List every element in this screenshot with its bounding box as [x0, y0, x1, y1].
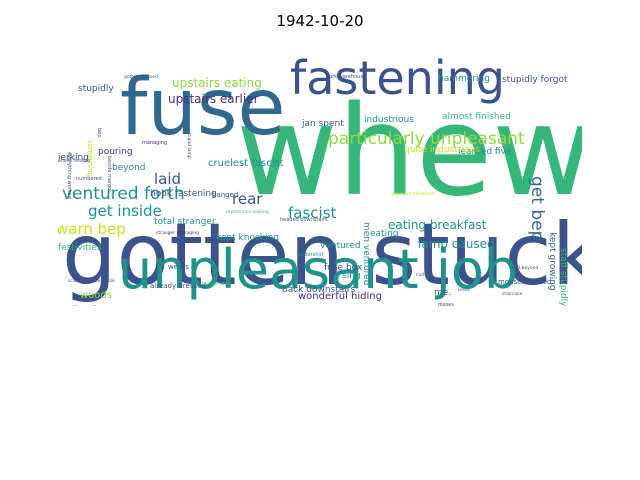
word-ventured-forth: ventured forth: [62, 184, 185, 204]
word-staff-stupidly: staff stupidly: [558, 248, 568, 306]
word-pleasant-breakfast: pleasant breakfast: [392, 191, 434, 197]
word-unpleasant-job: unpleasant job: [118, 238, 518, 301]
word-sleep-headed: sleep headed: [60, 158, 90, 164]
word-warn-bep: warn bep: [58, 220, 126, 238]
word-total-stranger: total stranger: [154, 217, 216, 227]
word-stupid-lamp: stupid lamp: [186, 132, 192, 159]
word-kept-growing: kept growing: [547, 232, 557, 291]
word-rear: rear: [232, 190, 263, 208]
word-industrious: industrious: [364, 115, 414, 125]
word-beyond: beyond: [112, 163, 146, 173]
word-sing: sing: [342, 271, 361, 281]
word-five-fire: five fire: [72, 305, 107, 306]
word-ventured: ventured: [320, 241, 361, 251]
word-everything-worked: everything worked: [66, 152, 72, 199]
word-bep: bep: [96, 128, 102, 137]
word-laid: laid: [154, 170, 181, 188]
word-upstairs-earlier: upstairs earlier: [168, 92, 259, 106]
word-beside-margot: beside margot: [106, 156, 112, 192]
word-hook-fastening: hook fastening: [150, 189, 217, 199]
word-get-bep: get bep: [527, 176, 547, 241]
word-particularly-unpleasant: particularly unpleasant: [328, 129, 525, 149]
word-eating: eating: [370, 229, 399, 239]
word-almost-finished: almost finished: [442, 112, 511, 122]
chart-title: 1942-10-20: [276, 12, 364, 30]
word-eating-breakfast: eating breakfast: [388, 218, 487, 232]
word-upstairs-eating: upstairs eating: [172, 76, 262, 90]
word-jerking: jerking: [58, 153, 89, 163]
word-gieses-could: gieses could: [581, 224, 582, 280]
word-pouring: pouring: [98, 147, 133, 157]
word-me-: me.: [434, 288, 451, 298]
word-gotten-dressed: gotten dressed: [124, 74, 158, 80]
word-scarcely-presentable: scarcely presentable: [68, 278, 115, 284]
word-fuse-box: fuse box: [324, 263, 363, 273]
word-curled: curled: [416, 272, 430, 278]
word-wears: wears: [168, 263, 189, 271]
word-something: something: [86, 140, 94, 177]
word-fuse: fuse: [120, 63, 286, 153]
word-stupidly-forgot: stupidly forgot: [502, 75, 568, 85]
word-whew: whew: [236, 80, 582, 224]
word-fastening: fastening: [290, 51, 505, 105]
word-hammering: hammering: [438, 74, 490, 84]
word-staircase: staircase: [502, 291, 522, 297]
word-mouschi-curled: mouschi curled: [498, 278, 552, 286]
word-learned-five: learned five: [458, 147, 512, 157]
word-leads: leads: [458, 287, 471, 293]
word-already-dressed: already dressed: [150, 282, 206, 290]
word-dark-warehouse: dark warehouse: [326, 74, 366, 80]
word-get-inside: get inside: [88, 202, 162, 220]
word-gotten-stuck: gotten stuck: [62, 205, 582, 305]
word-read-beyond: read beyond: [510, 265, 538, 271]
word-kept-knocking: kept knocking: [216, 233, 279, 243]
word-banged: banged: [212, 191, 238, 199]
word-wonderful-hiding: wonderful hiding: [298, 291, 382, 302]
word-men-ventured: men ventured: [361, 222, 371, 285]
word-woods: woods: [80, 290, 112, 301]
word-stranger-managing: stranger managing: [156, 230, 199, 236]
word-back-downstairs: back downstairs: [282, 285, 355, 295]
word-fascist: fascist: [288, 204, 337, 222]
word-managing: managing: [142, 140, 167, 146]
word-gieses: gieses: [438, 302, 454, 306]
word-festivities: festivities: [58, 243, 102, 253]
word-headed-downstairs: headed downstairs: [280, 217, 328, 223]
word-mysterious-looking: mysterious-looking: [226, 209, 269, 215]
word-numbered: numbered: [76, 176, 102, 182]
word-undershirt: undershirt: [298, 252, 324, 258]
word-stupidly: stupidly: [78, 84, 114, 94]
word-cruelest-fascist: cruelest fascist: [208, 158, 284, 169]
word-lamp-caused: lamp caused: [418, 237, 495, 251]
word-jan-spent: jan spent: [301, 119, 344, 129]
word-quite-industrious: quite industrious: [404, 145, 480, 155]
word-two-minutes: two minutes: [202, 281, 230, 287]
